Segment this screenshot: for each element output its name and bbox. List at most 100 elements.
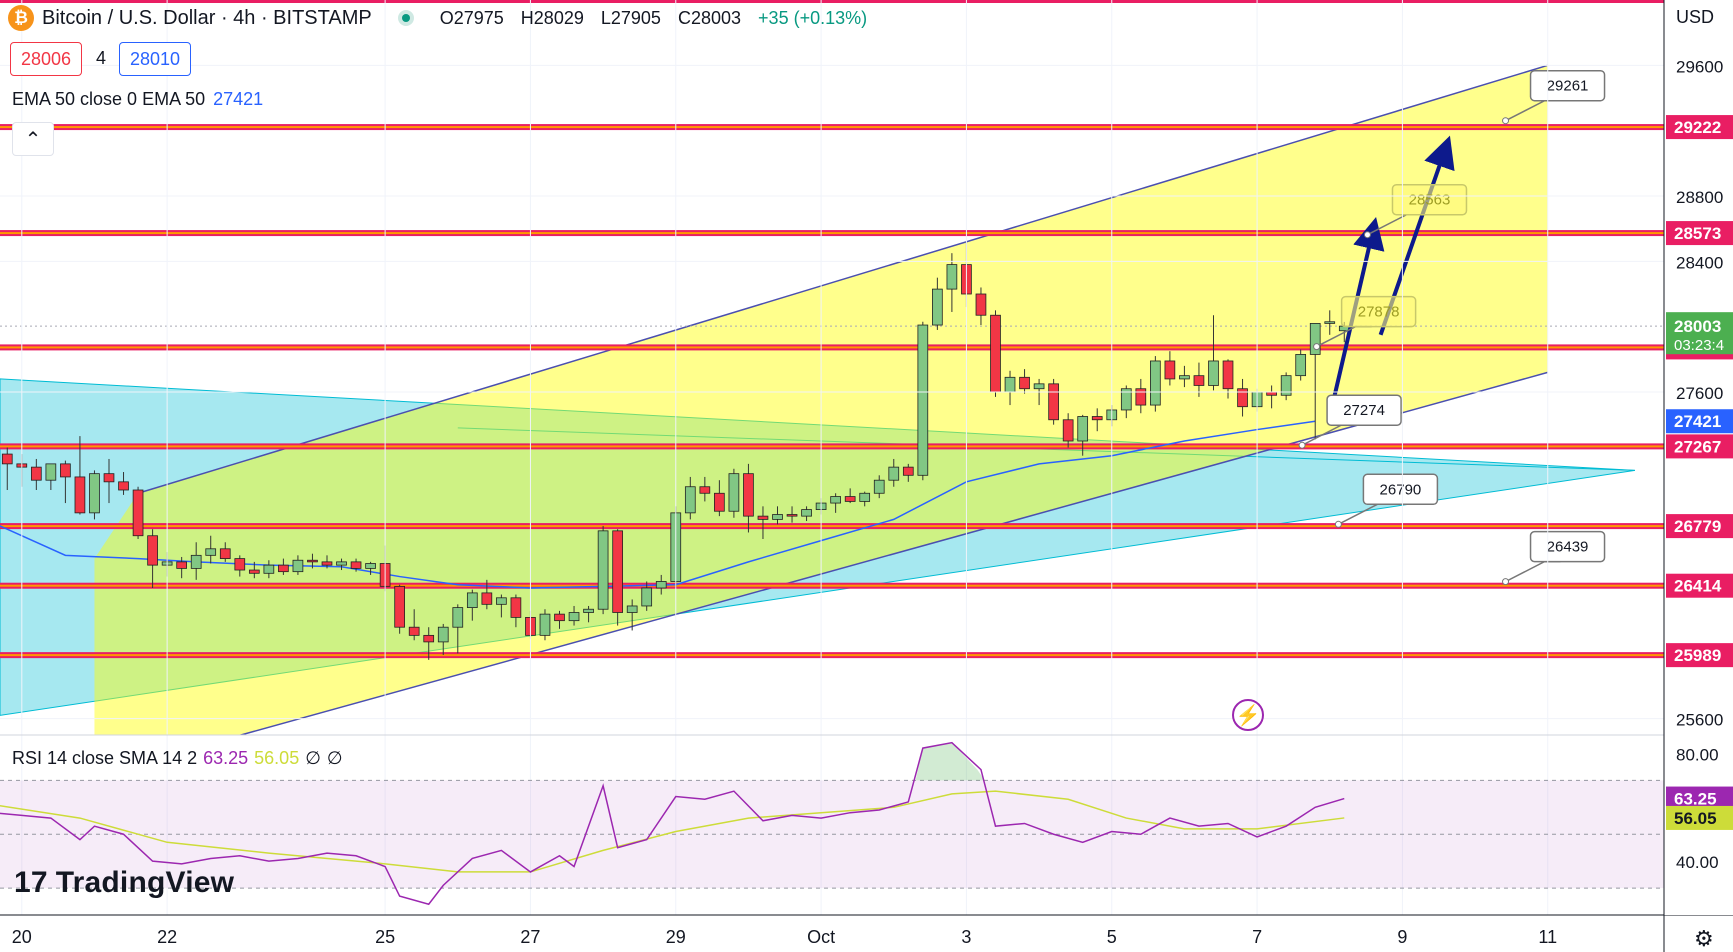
candle-body	[292, 559, 304, 573]
candle	[1280, 372, 1292, 401]
candle	[452, 604, 464, 654]
candle-body	[1295, 354, 1307, 377]
candle-body	[1091, 416, 1103, 421]
open-value: O27975	[439, 7, 504, 28]
collapse-legend-button[interactable]: ⌃	[12, 122, 54, 156]
candle	[801, 506, 812, 522]
candle	[539, 609, 551, 641]
candle	[278, 558, 289, 575]
level-line-core	[0, 525, 1664, 528]
candle-body	[248, 569, 260, 574]
candle	[699, 476, 711, 502]
sell-button[interactable]: 28006	[10, 42, 83, 76]
price-axis-tick: 28400	[1676, 253, 1723, 272]
candle	[89, 470, 100, 520]
ema-legend[interactable]: EMA 50 close 0 EMA 50 27421	[12, 89, 263, 110]
buy-button[interactable]: 28010	[119, 42, 192, 76]
level-price-tag: 26414	[1666, 573, 1733, 598]
close-value: C28003	[677, 7, 742, 28]
candle	[365, 561, 376, 575]
candle	[728, 468, 740, 518]
candle-body	[786, 514, 798, 517]
candle	[1120, 385, 1132, 419]
time-axis-tick: 22	[157, 927, 177, 947]
candle-body	[118, 481, 129, 491]
candle	[975, 287, 987, 326]
callout-box	[1326, 394, 1402, 426]
rsi-axis-tick: 80.00	[1676, 745, 1719, 764]
candle-body	[365, 563, 376, 569]
channel-upper-line	[137, 64, 1548, 494]
ema-price-tag-bg	[1666, 409, 1733, 434]
candle-body	[321, 561, 333, 566]
price-callout: 27878	[1313, 295, 1417, 351]
rsi-value: 63.25	[203, 748, 249, 768]
candle-body	[132, 489, 144, 537]
candle	[510, 594, 522, 628]
candle	[437, 623, 449, 655]
price-axis-tick: 29600	[1676, 57, 1723, 76]
level-price-tag-text: 28573	[1674, 224, 1721, 243]
candle	[1164, 351, 1176, 386]
price-callout: 29261	[1502, 69, 1606, 125]
level-line-core	[0, 126, 1664, 129]
candle	[684, 476, 696, 520]
candle	[45, 463, 57, 490]
level-price-tag: 28573	[1666, 221, 1733, 246]
candle-body	[554, 613, 565, 622]
market-status-icon[interactable]	[397, 10, 414, 26]
time-axis-tick: 9	[1397, 927, 1407, 947]
settings-gear-icon[interactable]: ⚙	[1694, 926, 1714, 951]
candle	[554, 610, 565, 629]
level-line-core	[0, 584, 1664, 587]
level-price-tag-bg	[1666, 115, 1733, 140]
candle-body	[655, 581, 667, 589]
time-axis-tick: 11	[1538, 927, 1557, 947]
candle	[1150, 356, 1161, 412]
candle-body	[263, 564, 275, 574]
level-line-core	[0, 445, 1664, 448]
candle-body	[626, 605, 638, 613]
candle	[772, 506, 783, 525]
rsi-extra-1: ∅	[305, 748, 321, 768]
candle-body	[1120, 388, 1132, 411]
rsi-sma-value-tag-bg	[1666, 805, 1733, 830]
time-axis-tick: Oct	[807, 927, 835, 947]
callout-anchor	[1298, 441, 1306, 449]
candle	[248, 561, 260, 579]
candle	[496, 594, 507, 618]
candle-body	[510, 597, 522, 618]
symbol-title[interactable]: Bitcoin / U.S. Dollar · 4h · BITSTAMP	[42, 6, 372, 29]
candle-body	[583, 608, 594, 613]
candle	[583, 605, 594, 623]
candle-body	[394, 585, 405, 628]
callout-box	[1340, 295, 1417, 328]
candle-body	[932, 288, 943, 326]
level-price-tag-bg	[1666, 434, 1733, 459]
rsi-pane	[0, 741, 1664, 906]
rsi-sma-line	[0, 790, 1345, 873]
currency-label[interactable]: USD	[1676, 7, 1715, 27]
tradingview-logo[interactable]: 17 TradingView	[14, 866, 234, 900]
logo-text: TradingView	[55, 866, 235, 899]
candle	[757, 506, 769, 539]
candle-body	[408, 626, 420, 636]
candle	[1208, 315, 1219, 391]
lightning-icon[interactable]: ⚡	[1232, 699, 1264, 731]
candle-body	[190, 554, 202, 569]
candle-body	[597, 530, 609, 610]
callout-text: 26790	[1380, 481, 1422, 498]
ema-label: EMA 50 close 0 EMA 50	[12, 89, 206, 109]
level-price-tag-bg	[1666, 643, 1733, 668]
candle-body	[1309, 322, 1321, 355]
price-callout: 26790	[1334, 473, 1439, 528]
candle-body	[568, 612, 580, 622]
candle	[423, 627, 435, 660]
candle	[1324, 310, 1336, 335]
rsi-legend[interactable]: RSI 14 close SMA 14 2 63.25 56.05 ∅ ∅	[12, 748, 343, 769]
ema-price-tag-text: 27421	[1674, 412, 1721, 431]
ema-value: 27421	[213, 89, 264, 109]
candle-body	[728, 473, 740, 512]
level-price-tag-bg	[1666, 514, 1733, 539]
